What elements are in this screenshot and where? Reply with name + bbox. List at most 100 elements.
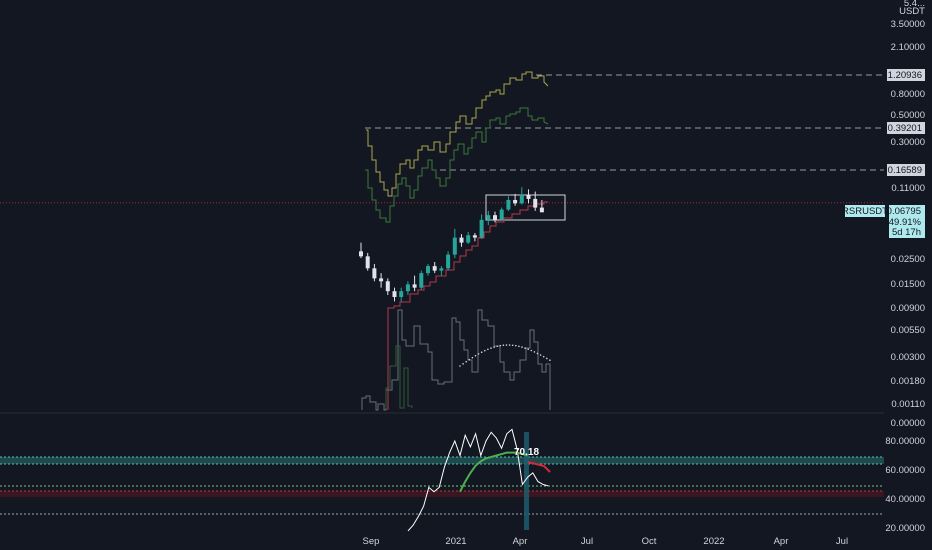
time-tick-label: Apr: [774, 536, 789, 547]
ma-dot: [484, 349, 486, 352]
rsi-ma-line: [459, 451, 528, 493]
rsi-value-label: 70.18: [514, 447, 539, 458]
ma-dot: [530, 349, 533, 352]
price-tick-label: 0.00300: [891, 352, 925, 363]
candle-body: [533, 198, 538, 208]
selection-rectangle[interactable]: [485, 194, 566, 221]
candle-body: [446, 254, 451, 269]
ma-dot: [487, 348, 489, 351]
level-tag-label: 1.20936: [888, 70, 922, 81]
ma-dot: [542, 355, 545, 358]
ma-dot: [508, 344, 511, 346]
ma-dot: [539, 354, 542, 356]
candle-body: [426, 266, 430, 274]
candle-body: [539, 207, 544, 213]
ma-dot: [496, 345, 499, 348]
candle-body: [405, 284, 410, 292]
time-tick-label: Apr: [513, 536, 528, 547]
rsi-tick-label: 60.00000: [885, 465, 925, 476]
time-tick-label: 2022: [703, 536, 724, 547]
olive-step-line: [366, 71, 549, 197]
rsi-line: [407, 428, 549, 532]
ma-dot: [524, 347, 526, 349]
currency-label: USDT: [899, 6, 925, 17]
time-tick-label: Sep: [363, 536, 380, 547]
price-tick-label: 0.00900: [891, 303, 925, 314]
main-pane: [0, 71, 884, 411]
time-tick-label: 2021: [445, 536, 466, 547]
currency-label-top: 5.4...: [904, 0, 925, 9]
candle-body: [412, 284, 417, 288]
candle-body: [499, 209, 504, 220]
ma-dot: [462, 363, 464, 365]
rsi-tick-label: 80.00000: [885, 436, 925, 447]
ma-dot: [505, 344, 508, 346]
candle-body: [439, 268, 444, 271]
dotted-moving-average: [459, 344, 551, 367]
candle-body: [526, 194, 531, 199]
price-tick-label: 0.30000: [891, 137, 925, 148]
ma-dot: [490, 347, 492, 349]
level-tag-background: [887, 122, 925, 134]
candle-body: [432, 266, 437, 271]
level-tag-label: 0.39201: [888, 123, 922, 134]
ma-dot: [521, 346, 523, 348]
candle-body: [365, 256, 370, 269]
ma-dot: [518, 345, 520, 348]
candle-body: [493, 215, 497, 220]
ma-dot: [527, 348, 529, 351]
ma-dot: [515, 344, 517, 347]
price-tick-label: 0.00000: [891, 418, 925, 429]
ma-dot: [493, 346, 495, 348]
ma-dot: [502, 344, 505, 347]
candle-body: [359, 251, 363, 257]
candle-body: [385, 281, 390, 292]
level-tag-background: [887, 164, 925, 176]
ma-dot: [459, 365, 461, 367]
volume-step-line: [385, 345, 413, 409]
candle-body: [372, 268, 377, 279]
ma-dot: [471, 356, 474, 359]
candle-body: [519, 194, 524, 204]
candle-body: [392, 291, 397, 298]
price-tick-label: 0.01500: [891, 279, 925, 290]
time-tick-label: Oct: [642, 536, 657, 547]
ma-dot: [511, 344, 514, 347]
red-step-line: [387, 201, 548, 410]
level-tag-background: [887, 69, 925, 81]
last-price-tag: RSRUSDT 0.06795 149.91% 5d 17h: [842, 205, 925, 238]
price-tick-label: 2.10000: [891, 42, 925, 53]
rsi-pane: 70.18: [0, 428, 884, 532]
candle-body: [506, 199, 511, 210]
rsi-upper-band: [0, 457, 884, 464]
price-tick-label: 3.50000: [891, 19, 925, 30]
price-tick-label: 0.02500: [891, 254, 925, 265]
time-tick-label: Jul: [836, 536, 848, 547]
candle-body: [399, 291, 404, 298]
candle-body: [472, 235, 477, 238]
rsi-tick-label: 40.00000: [885, 494, 925, 505]
price-tick-label: 0.50000: [891, 110, 925, 121]
candle-body: [513, 199, 518, 204]
time-tick-label: Jul: [581, 536, 593, 547]
candle-body: [479, 219, 484, 238]
time-axis[interactable]: Sep 2021 Apr Jul Oct 2022 Apr Jul: [363, 536, 849, 547]
ma-dot: [499, 344, 502, 347]
green-step-line: [365, 107, 549, 223]
candle-body: [486, 215, 491, 220]
rsi-lower-band: [0, 491, 884, 497]
candle-body: [419, 273, 424, 288]
ma-dot: [533, 351, 536, 353]
rsi-ma-down-segment: [527, 461, 551, 473]
ma-dot: [480, 351, 483, 354]
ma-dot: [474, 354, 477, 357]
candle-body: [466, 235, 471, 243]
ma-dot: [468, 358, 471, 361]
candle-body: [452, 237, 457, 255]
price-axis[interactable]: 5.4... USDT 3.50000 2.10000 0.80000 0.50000…: [842, 0, 925, 534]
price-tick-label: 0.11000: [891, 183, 925, 194]
ma-dot: [546, 357, 548, 360]
last-price-value: 0.06795: [887, 206, 921, 217]
